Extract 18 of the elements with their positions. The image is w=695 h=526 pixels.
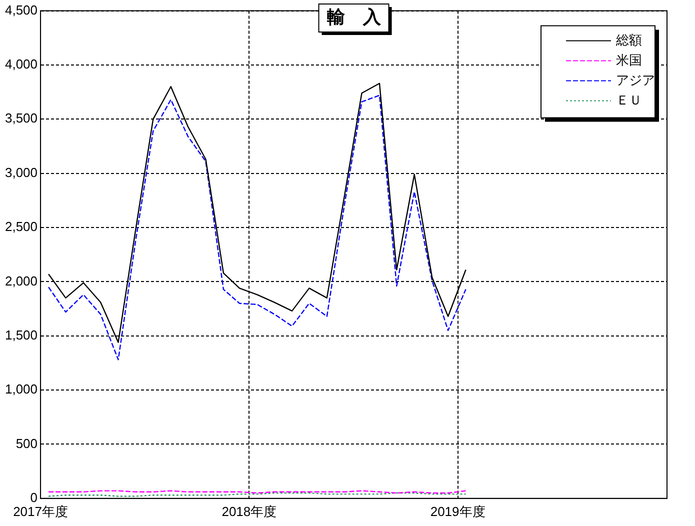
y-tick-label: 4,000 (4, 56, 38, 72)
y-tick-label: 4,500 (4, 2, 38, 18)
y-tick-label: 3,000 (4, 164, 38, 180)
y-tick-label: 0 (30, 490, 38, 505)
y-tick-label: 500 (16, 436, 38, 451)
y-tick-label: 2,500 (4, 219, 38, 234)
legend-label: ＥＵ (616, 92, 642, 108)
legend-label: 総額 (615, 32, 642, 48)
y-tick-label: 1,000 (4, 382, 38, 397)
legend-label: 米国 (616, 52, 642, 68)
x-tick-label: 2017年度 (13, 504, 68, 519)
y-tick-label: 3,500 (4, 110, 38, 126)
y-tick-label: 1,500 (4, 327, 38, 342)
chart-title: 輸 入 (326, 6, 382, 27)
y-tick-label: 2,000 (4, 273, 38, 288)
x-tick-label: 2019年度 (430, 504, 486, 519)
legend-label: アジア (616, 72, 655, 88)
x-tick-label: 2018年度 (222, 504, 277, 519)
